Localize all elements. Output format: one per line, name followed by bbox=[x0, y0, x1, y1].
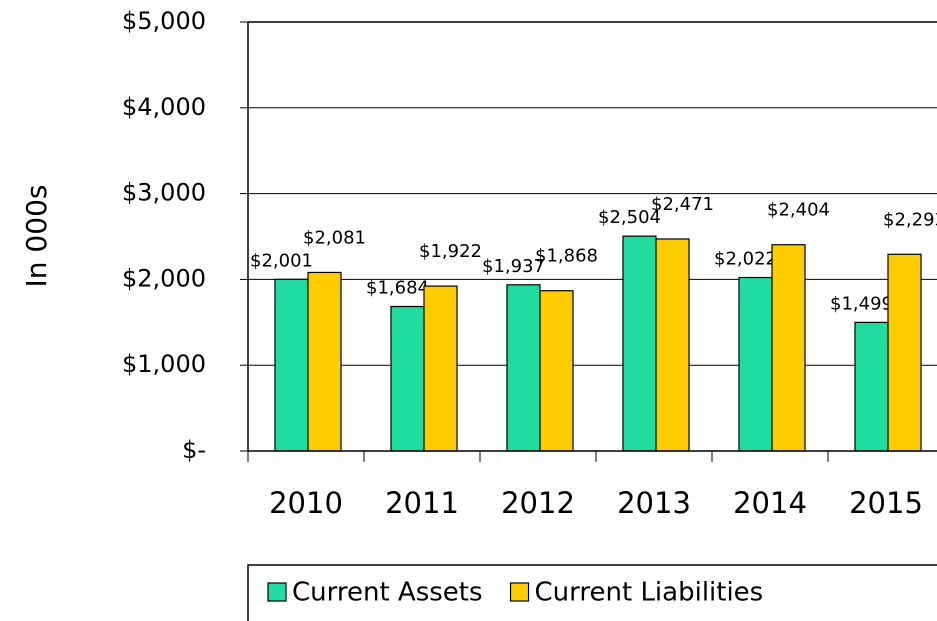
bar bbox=[854, 321, 889, 452]
bar bbox=[622, 235, 657, 452]
data-label: $2,081 bbox=[303, 227, 366, 248]
legend-swatch bbox=[509, 582, 530, 602]
data-label: $2,471 bbox=[651, 194, 714, 215]
data-label: $2,504 bbox=[598, 207, 661, 228]
bar bbox=[539, 290, 574, 452]
x-tick-label: 2010 bbox=[269, 486, 343, 520]
x-tick-label: 2011 bbox=[385, 486, 459, 520]
y-tick-label: $2,000 bbox=[122, 264, 206, 292]
bar bbox=[390, 305, 425, 452]
y-tick-label: $- bbox=[182, 436, 206, 464]
data-label: $1,499 bbox=[830, 293, 893, 314]
y-tick-label: $3,000 bbox=[122, 179, 206, 207]
data-label: $1,868 bbox=[535, 246, 598, 267]
x-tick-label: 2015 bbox=[849, 486, 923, 520]
bar bbox=[506, 284, 541, 452]
y-tick-label: $4,000 bbox=[122, 93, 206, 121]
data-label: $1,937 bbox=[482, 256, 545, 277]
x-tick-label: 2012 bbox=[501, 486, 575, 520]
legend-swatch bbox=[267, 582, 287, 602]
bar bbox=[771, 244, 806, 452]
bar bbox=[307, 271, 342, 452]
data-label: $2,001 bbox=[250, 250, 313, 271]
y-tick-label: $1,000 bbox=[122, 350, 206, 378]
bar bbox=[274, 278, 309, 452]
bar bbox=[655, 238, 690, 452]
bar bbox=[887, 253, 922, 452]
data-label: $2,293 bbox=[883, 209, 937, 230]
y-axis-label: In 000s bbox=[20, 185, 53, 288]
y-tick-label: $5,000 bbox=[122, 7, 206, 35]
bar bbox=[423, 285, 458, 452]
legend-label: Current Assets bbox=[292, 578, 483, 608]
data-label: $1,922 bbox=[419, 241, 482, 262]
data-label: $2,404 bbox=[767, 200, 830, 221]
data-label: $1,684 bbox=[366, 278, 429, 299]
x-tick-label: 2013 bbox=[617, 486, 691, 520]
legend bbox=[247, 564, 937, 621]
bar bbox=[738, 276, 773, 452]
legend-label: Current Liabilities bbox=[535, 578, 764, 608]
data-label: $2,022 bbox=[714, 249, 777, 270]
x-tick-label: 2014 bbox=[733, 486, 807, 520]
